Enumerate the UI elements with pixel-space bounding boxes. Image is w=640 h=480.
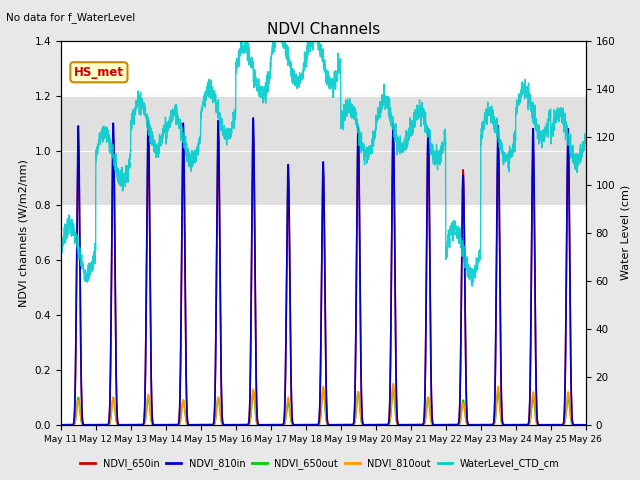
Y-axis label: NDVI channels (W/m2/nm): NDVI channels (W/m2/nm) <box>19 159 29 307</box>
Title: NDVI Channels: NDVI Channels <box>267 22 380 37</box>
Bar <box>61 96 586 205</box>
Text: HS_met: HS_met <box>74 66 124 79</box>
Text: No data for f_WaterLevel: No data for f_WaterLevel <box>6 12 136 23</box>
Y-axis label: Water Level (cm): Water Level (cm) <box>621 185 630 280</box>
Legend: NDVI_650in, NDVI_810in, NDVI_650out, NDVI_810out, WaterLevel_CTD_cm: NDVI_650in, NDVI_810in, NDVI_650out, NDV… <box>76 454 564 473</box>
